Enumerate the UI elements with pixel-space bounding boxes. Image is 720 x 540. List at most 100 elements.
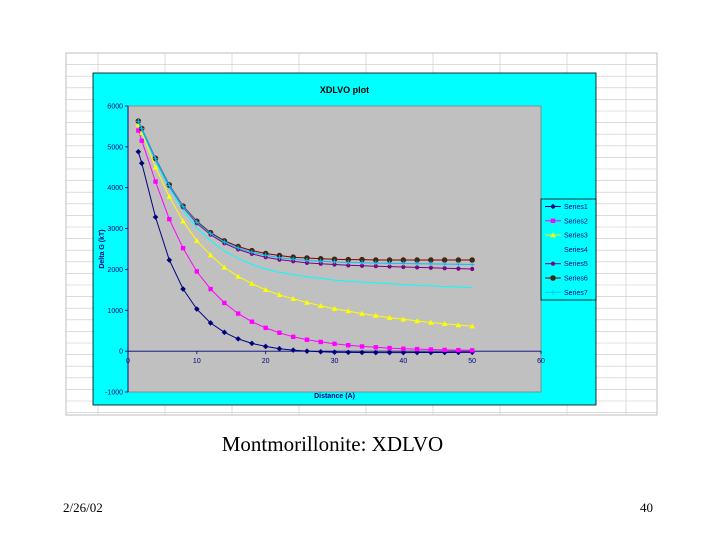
chart-title: XDLVO plot xyxy=(320,85,369,95)
data-point xyxy=(414,261,420,267)
data-point xyxy=(469,257,475,263)
data-point xyxy=(235,336,241,342)
data-point xyxy=(345,260,351,265)
series-4[interactable] xyxy=(137,122,473,289)
data-point xyxy=(428,319,434,325)
data-point xyxy=(135,118,141,124)
slide-page-number: 40 xyxy=(640,500,653,515)
x-tick-label: 20 xyxy=(262,358,270,365)
legend-item[interactable]: Series3 xyxy=(545,232,588,240)
data-point xyxy=(249,280,255,286)
x-tick-label: 50 xyxy=(468,358,476,365)
data-point xyxy=(345,349,352,356)
data-point xyxy=(441,320,448,326)
data-point xyxy=(153,179,158,184)
y-tick-label: 1000 xyxy=(107,308,123,315)
legend-label: Series7 xyxy=(564,290,588,297)
data-point xyxy=(276,345,283,352)
data-point xyxy=(400,349,407,356)
data-point xyxy=(235,273,241,279)
data-point xyxy=(346,263,351,268)
data-point xyxy=(414,318,420,324)
data-point xyxy=(263,252,269,258)
data-point xyxy=(441,257,448,263)
data-point xyxy=(373,264,378,269)
x-tick-label: 30 xyxy=(331,358,339,365)
series-7[interactable] xyxy=(135,118,475,267)
data-point xyxy=(373,312,379,318)
data-point xyxy=(249,319,255,324)
data-point xyxy=(359,344,365,349)
data-point xyxy=(373,349,379,356)
y-tick-label: 4000 xyxy=(107,185,123,192)
data-point xyxy=(194,306,200,312)
data-point xyxy=(470,266,475,272)
legend[interactable]: Series1 Series2 Series3 Series4 Series5 Serie… xyxy=(540,198,597,301)
series-2[interactable] xyxy=(136,128,475,353)
data-point xyxy=(208,231,213,237)
data-point xyxy=(469,348,475,353)
legend-item[interactable]: Series6 xyxy=(545,275,588,283)
data-point xyxy=(455,257,462,263)
plot-area[interactable] xyxy=(127,105,542,393)
series-1[interactable] xyxy=(135,148,475,356)
data-point xyxy=(414,346,420,352)
legend-item[interactable]: Series2 xyxy=(545,218,588,225)
data-point xyxy=(276,291,283,297)
data-point xyxy=(166,183,172,188)
y-tick-label: 3000 xyxy=(107,226,123,233)
x-tick-label: 40 xyxy=(399,358,407,365)
data-point xyxy=(263,325,268,331)
legend-swatch-marker xyxy=(550,289,556,295)
data-point xyxy=(207,252,214,258)
data-point xyxy=(387,260,392,266)
legend-label: Series1 xyxy=(564,204,588,211)
data-point xyxy=(277,255,282,260)
data-point xyxy=(304,260,310,265)
legend-item[interactable]: Series5 xyxy=(545,261,588,268)
data-point xyxy=(345,308,352,314)
legend-item[interactable]: Series4 xyxy=(545,247,588,254)
data-point xyxy=(180,218,186,224)
x-tick-label: 60 xyxy=(537,358,545,365)
x-tick-label: 0 xyxy=(126,358,130,365)
data-point xyxy=(291,334,296,340)
series-3[interactable] xyxy=(135,121,475,329)
data-point xyxy=(428,349,434,356)
x-axis-label: Distance (A) xyxy=(314,393,355,400)
legend-swatch-marker xyxy=(550,232,556,238)
data-point xyxy=(359,260,365,266)
data-point xyxy=(304,348,310,354)
data-point xyxy=(442,266,447,271)
data-point xyxy=(304,258,310,263)
data-point xyxy=(249,249,255,255)
data-point xyxy=(221,239,227,245)
data-point xyxy=(386,349,393,356)
y-tick-label: 0 xyxy=(119,349,123,356)
data-point xyxy=(167,216,172,222)
data-point xyxy=(386,314,393,320)
data-point xyxy=(428,265,433,270)
series-line xyxy=(137,122,473,289)
legend-label: Series4 xyxy=(564,247,588,254)
data-point xyxy=(138,160,145,166)
data-point xyxy=(262,343,269,350)
data-point xyxy=(194,219,200,225)
data-point xyxy=(277,330,282,335)
data-point xyxy=(373,345,378,350)
legend-swatch-marker xyxy=(550,218,556,223)
data-point xyxy=(428,347,434,352)
data-point xyxy=(194,238,200,244)
data-point xyxy=(221,264,228,270)
data-point xyxy=(152,164,159,170)
data-point xyxy=(359,263,365,268)
legend-swatch-marker xyxy=(550,275,556,281)
legend-item[interactable]: Series1 xyxy=(545,203,588,211)
legend-label: Series3 xyxy=(564,233,588,240)
x-tick-label: 10 xyxy=(193,358,201,365)
data-point xyxy=(442,261,448,267)
data-point xyxy=(317,348,324,355)
legend-item[interactable]: Series7 xyxy=(545,290,588,297)
data-point xyxy=(346,343,351,348)
